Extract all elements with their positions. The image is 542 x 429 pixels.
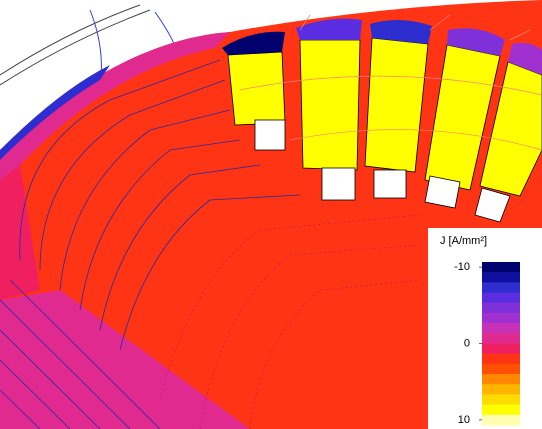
colorbar-swatch — [482, 384, 520, 395]
colorbar-swatch — [482, 292, 520, 304]
colorbar-swatch — [482, 302, 520, 314]
edge-strip — [0, 65, 110, 160]
colorbar-swatch — [482, 333, 520, 344]
colorbar-swatch — [482, 363, 520, 375]
gap-line — [0, 4, 141, 76]
colorbar-swatch — [482, 374, 520, 385]
colorbar-swatch — [482, 394, 520, 406]
colorbar-swatch — [482, 312, 520, 324]
colorbar-swatch — [482, 282, 520, 294]
colorbar-swatch — [482, 262, 520, 273]
colorbar-swatch — [482, 272, 520, 283]
colorbar-tick-label: 10 — [458, 414, 470, 426]
gap-line — [0, 9, 151, 86]
colorbar-tick-label: -10 — [454, 261, 470, 273]
colorbar-swatch — [482, 353, 520, 365]
slots — [227, 37, 542, 223]
colorbar-label: J [A/mm²] — [440, 235, 487, 247]
contour-lines — [159, 214, 421, 429]
slot-lines — [239, 14, 542, 151]
colorbar-swatch — [482, 404, 520, 416]
edge-strip — [0, 32, 230, 180]
contour-lines — [0, 59, 301, 429]
lower-region — [0, 290, 250, 429]
colorbar-swatch — [482, 343, 520, 355]
colorbar-swatch — [482, 323, 520, 334]
colorbar-swatch — [482, 414, 520, 426]
colorbar-tick-label: 0 — [464, 337, 470, 349]
slot-caps — [222, 18, 542, 75]
